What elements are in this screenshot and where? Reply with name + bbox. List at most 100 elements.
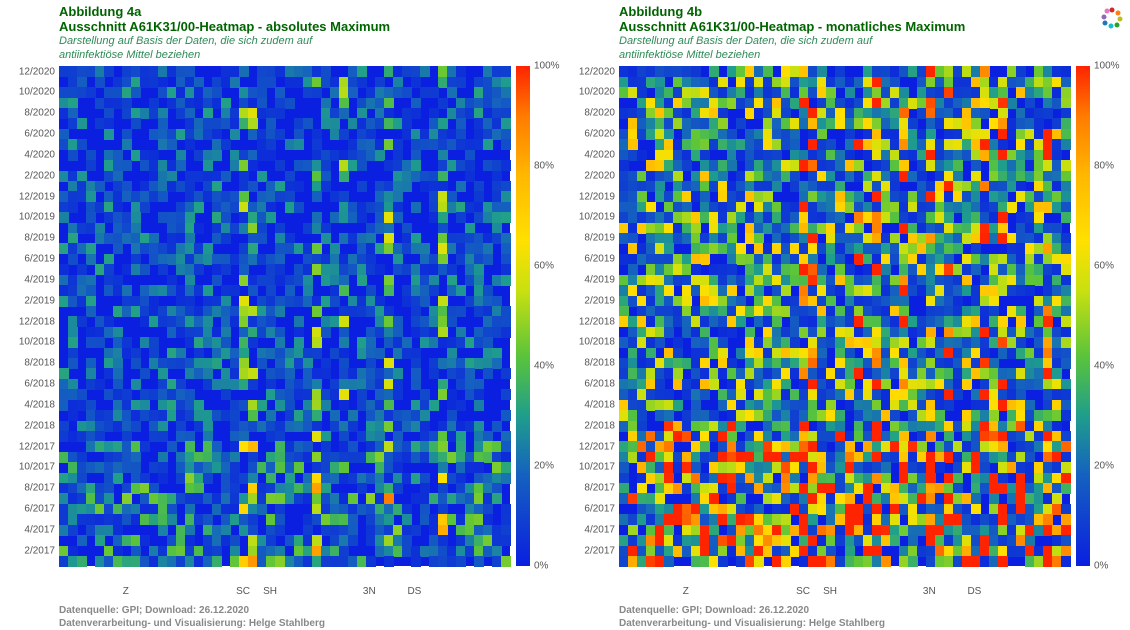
heatmap-cell bbox=[221, 337, 231, 348]
heatmap-cell bbox=[59, 421, 69, 432]
panel-b-titles: Abbildung 4b Ausschnitt A61K31/00-Heatma… bbox=[564, 4, 1124, 62]
bokeh-toolbar[interactable] bbox=[1100, 6, 1124, 35]
y-tick-label: 4/2017 bbox=[584, 524, 615, 535]
heatmap-cell bbox=[1061, 525, 1071, 536]
panel-a-heatmap[interactable] bbox=[59, 66, 510, 566]
heatmap-cell bbox=[411, 108, 421, 119]
heatmap-cell bbox=[194, 483, 204, 494]
heatmap-cell bbox=[257, 358, 267, 369]
heatmap-cell bbox=[790, 139, 800, 150]
y-tick-label: 8/2019 bbox=[584, 233, 615, 244]
heatmap-cell bbox=[1052, 421, 1062, 432]
heatmap-cell bbox=[492, 493, 502, 504]
heatmap-cell bbox=[736, 421, 746, 432]
heatmap-cell bbox=[248, 514, 258, 525]
heatmap-cell bbox=[781, 108, 791, 119]
heatmap-cell bbox=[59, 212, 69, 223]
heatmap-cell bbox=[863, 483, 873, 494]
y-tick-label: 12/2020 bbox=[579, 66, 615, 77]
heatmap-cell bbox=[357, 108, 367, 119]
heatmap-cell bbox=[185, 108, 195, 119]
heatmap-cell bbox=[501, 556, 511, 567]
heatmap-cell bbox=[817, 264, 827, 275]
y-tick-label: 10/2019 bbox=[579, 212, 615, 223]
heatmap-cell bbox=[248, 379, 258, 390]
heatmap-cell bbox=[68, 348, 78, 359]
heatmap-cell bbox=[122, 285, 132, 296]
heatmap-cell bbox=[1061, 389, 1071, 400]
heatmap-cell bbox=[221, 233, 231, 244]
heatmap-cell bbox=[122, 493, 132, 504]
heatmap-cell bbox=[375, 296, 385, 307]
heatmap-cell bbox=[104, 129, 114, 140]
heatmap-cell bbox=[944, 431, 954, 442]
heatmap-cell bbox=[266, 535, 276, 546]
heatmap-cell bbox=[113, 171, 123, 182]
heatmap-cell bbox=[908, 535, 918, 546]
heatmap-cell bbox=[754, 285, 764, 296]
heatmap-cell bbox=[411, 368, 421, 379]
heatmap-cell bbox=[700, 441, 710, 452]
x-tick-label: SH bbox=[823, 586, 837, 597]
panel-b-title: Ausschnitt A61K31/00-Heatmap - monatlich… bbox=[619, 19, 1124, 34]
heatmap-cell bbox=[230, 546, 240, 557]
heatmap-cell bbox=[700, 358, 710, 369]
heatmap-cell bbox=[1061, 243, 1071, 254]
heatmap-cell bbox=[772, 181, 782, 192]
heatmap-cell bbox=[447, 316, 457, 327]
heatmap-cell bbox=[483, 514, 493, 525]
heatmap-cell bbox=[113, 150, 123, 161]
heatmap-cell bbox=[438, 327, 448, 338]
heatmap-cell bbox=[86, 296, 96, 307]
heatmap-cell bbox=[709, 493, 719, 504]
heatmap-cell bbox=[122, 431, 132, 442]
heatmap-cell bbox=[77, 556, 87, 567]
panel-b-heatmap[interactable] bbox=[619, 66, 1070, 566]
heatmap-cell bbox=[456, 181, 466, 192]
heatmap-cell bbox=[474, 181, 484, 192]
heatmap-cell bbox=[158, 108, 168, 119]
heatmap-cell bbox=[321, 223, 331, 234]
y-tick-label: 8/2019 bbox=[24, 233, 55, 244]
heatmap-cell bbox=[257, 87, 267, 98]
heatmap-cell bbox=[158, 264, 168, 275]
heatmap-cell bbox=[854, 160, 864, 171]
heatmap-cell bbox=[1061, 296, 1071, 307]
heatmap-cell bbox=[321, 368, 331, 379]
heatmap-cell bbox=[339, 171, 349, 182]
heatmap-cell bbox=[420, 410, 430, 421]
heatmap-cell bbox=[176, 379, 186, 390]
heatmap-cell bbox=[167, 441, 177, 452]
heatmap-cell bbox=[158, 368, 168, 379]
heatmap-cell bbox=[203, 160, 213, 171]
heatmap-cell bbox=[845, 546, 855, 557]
heatmap-cell bbox=[68, 410, 78, 421]
heatmap-cell bbox=[619, 473, 629, 484]
heatmap-cell bbox=[357, 483, 367, 494]
heatmap-cell bbox=[1007, 98, 1017, 109]
heatmap-cell bbox=[321, 98, 331, 109]
heatmap-cell bbox=[1061, 77, 1071, 88]
heatmap-cell bbox=[438, 504, 448, 515]
heatmap-cell bbox=[230, 483, 240, 494]
heatmap-cell bbox=[104, 493, 114, 504]
heatmap-cell bbox=[285, 98, 295, 109]
heatmap-cell bbox=[845, 441, 855, 452]
heatmap-cell bbox=[628, 233, 638, 244]
heatmap-cell bbox=[492, 358, 502, 369]
heatmap-cell bbox=[312, 306, 322, 317]
heatmap-cell bbox=[872, 504, 882, 515]
heatmap-cell bbox=[285, 285, 295, 296]
heatmap-cell bbox=[239, 191, 249, 202]
heatmap-cell bbox=[158, 77, 168, 88]
heatmap-cell bbox=[357, 389, 367, 400]
heatmap-cell bbox=[266, 285, 276, 296]
heatmap-cell bbox=[167, 171, 177, 182]
heatmap-cell bbox=[275, 264, 285, 275]
heatmap-cell bbox=[312, 348, 322, 359]
heatmap-cell bbox=[953, 243, 963, 254]
heatmap-cell bbox=[140, 264, 150, 275]
heatmap-cell bbox=[122, 160, 132, 171]
heatmap-cell bbox=[411, 202, 421, 213]
heatmap-cell bbox=[429, 368, 439, 379]
